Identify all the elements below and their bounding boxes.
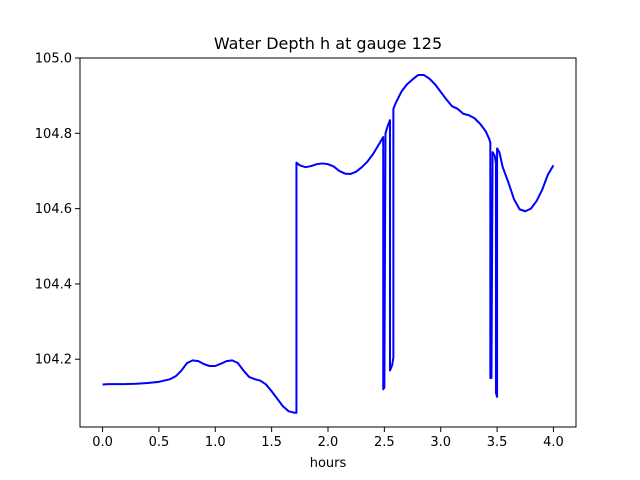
series-line-0 (102, 73, 555, 414)
chart-title: Water Depth h at gauge 125 (214, 34, 442, 53)
x-tick-label: 3.5 (487, 435, 508, 450)
x-axis-label: hours (310, 456, 347, 471)
x-tick-label: 4.0 (543, 435, 564, 450)
plot-area: 0.0 0.5 1.0 1.5 2.0 2.5 3.0 3.5 4.0 104.2 104.4 104… (35, 52, 577, 450)
x-tick-label: 2.5 (374, 435, 395, 450)
x-tick-label: 1.0 (205, 435, 226, 450)
x-tick-label: 2.0 (318, 435, 339, 450)
x-tick-label: 3.0 (430, 435, 451, 450)
y-tick-label: 104.4 (35, 277, 72, 292)
x-tick-label: 0.0 (92, 435, 113, 450)
y-tick-label: 105.0 (35, 52, 72, 67)
y-tick-label: 104.8 (35, 127, 72, 142)
y-tick-label: 104.6 (35, 202, 72, 217)
x-tick-label: 0.5 (149, 435, 170, 450)
y-tick-label: 104.2 (35, 353, 72, 368)
x-tick-label: 1.5 (261, 435, 282, 450)
